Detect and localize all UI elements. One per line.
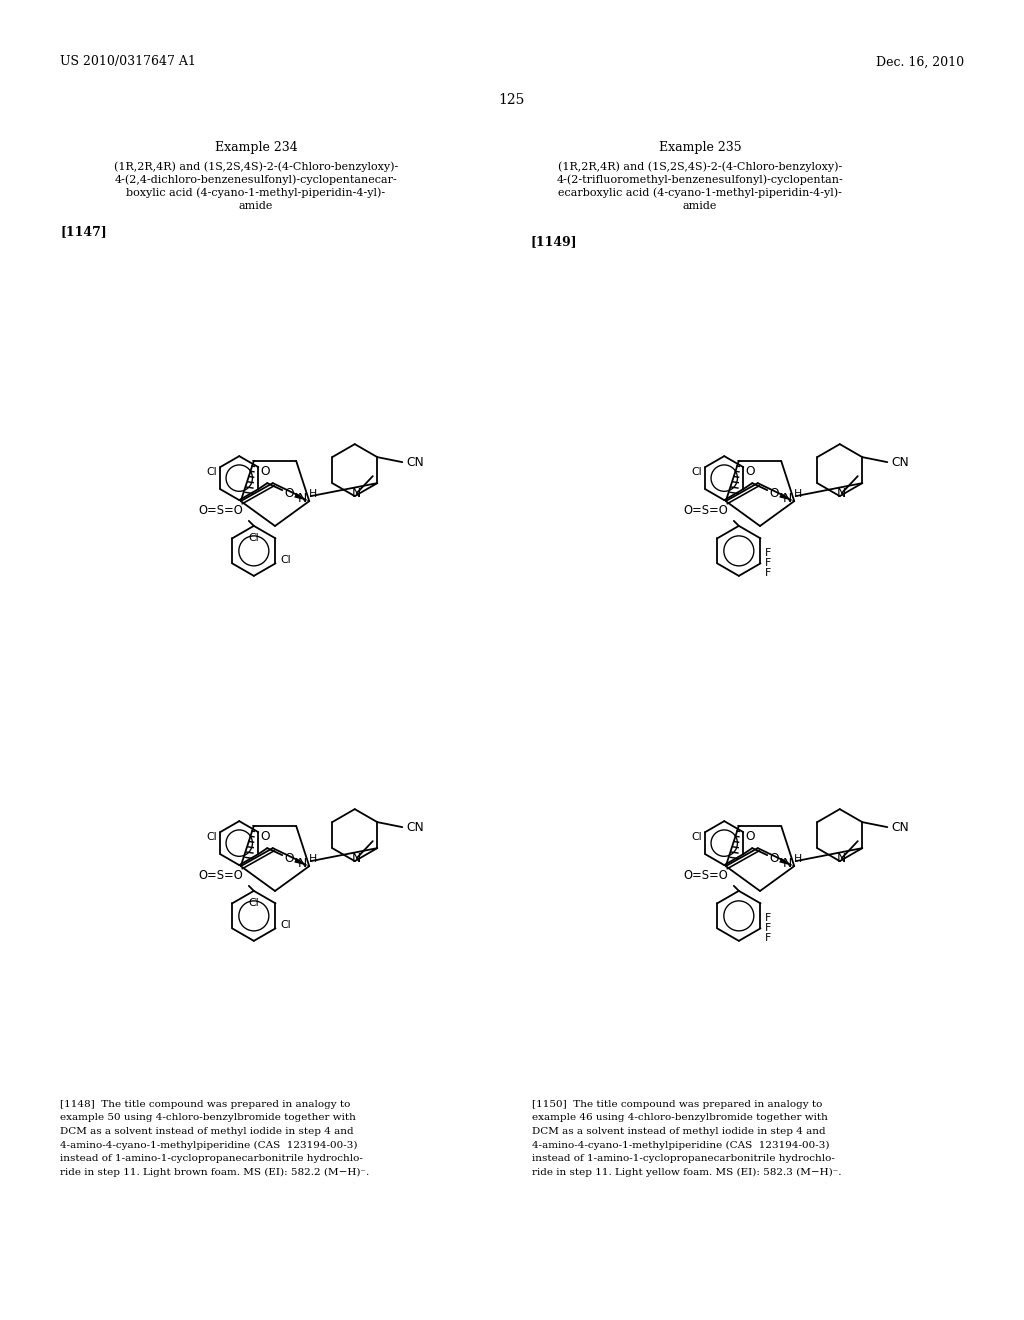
Text: 4-(2,4-dichloro-benzenesulfonyl)-cyclopentanecar-: 4-(2,4-dichloro-benzenesulfonyl)-cyclope… — [115, 174, 397, 185]
Text: N: N — [352, 851, 361, 865]
Text: N: N — [783, 857, 793, 870]
Text: F: F — [765, 933, 772, 944]
Text: Dec. 16, 2010: Dec. 16, 2010 — [876, 55, 964, 69]
Text: O=S=O: O=S=O — [683, 870, 728, 882]
Text: [1149]: [1149] — [530, 235, 577, 248]
Text: Cl: Cl — [281, 920, 291, 931]
Text: N: N — [783, 491, 793, 504]
Text: example 46 using 4-chloro-benzylbromide together with: example 46 using 4-chloro-benzylbromide … — [532, 1114, 827, 1122]
Text: F: F — [765, 913, 772, 924]
Polygon shape — [779, 492, 795, 502]
Text: Cl: Cl — [692, 467, 702, 477]
Text: [1147]: [1147] — [60, 226, 106, 239]
Text: CN: CN — [407, 455, 424, 469]
Polygon shape — [294, 858, 309, 866]
Text: ecarboxylic acid (4-cyano-1-methyl-piperidin-4-yl)-: ecarboxylic acid (4-cyano-1-methyl-piper… — [558, 187, 842, 198]
Text: CN: CN — [407, 821, 424, 834]
Text: F: F — [765, 548, 772, 558]
Text: Cl: Cl — [249, 533, 259, 543]
Text: O: O — [769, 851, 779, 865]
Text: CN: CN — [892, 455, 909, 469]
Text: instead of 1-amino-1-cyclopropanecarbonitrile hydrochlo-: instead of 1-amino-1-cyclopropanecarboni… — [532, 1154, 835, 1163]
Text: Cl: Cl — [249, 898, 259, 908]
Text: O=S=O: O=S=O — [199, 870, 244, 882]
Text: 4-amino-4-cyano-1-methylpiperidine (CAS  123194-00-3): 4-amino-4-cyano-1-methylpiperidine (CAS … — [60, 1140, 357, 1150]
Text: instead of 1-amino-1-cyclopropanecarbonitrile hydrochlo-: instead of 1-amino-1-cyclopropanecarboni… — [60, 1154, 362, 1163]
Text: (1R,2R,4R) and (1S,2S,4S)-2-(4-Chloro-benzyloxy)-: (1R,2R,4R) and (1S,2S,4S)-2-(4-Chloro-be… — [114, 162, 398, 173]
Text: F: F — [765, 558, 772, 569]
Polygon shape — [779, 858, 795, 866]
Text: Cl: Cl — [281, 556, 291, 565]
Text: H: H — [308, 854, 316, 865]
Polygon shape — [294, 492, 309, 502]
Text: amide: amide — [683, 201, 717, 211]
Text: ride in step 11. Light brown foam. MS (EI): 582.2 (M−H)⁻.: ride in step 11. Light brown foam. MS (E… — [60, 1167, 370, 1176]
Text: boxylic acid (4-cyano-1-methyl-piperidin-4-yl)-: boxylic acid (4-cyano-1-methyl-piperidin… — [126, 187, 386, 198]
Text: amide: amide — [239, 201, 273, 211]
Text: DCM as a solvent instead of methyl iodide in step 4 and: DCM as a solvent instead of methyl iodid… — [532, 1127, 825, 1137]
Text: N: N — [838, 851, 847, 865]
Text: (1R,2R,4R) and (1S,2S,4S)-2-(4-Chloro-benzyloxy)-: (1R,2R,4R) and (1S,2S,4S)-2-(4-Chloro-be… — [558, 162, 842, 173]
Text: ride in step 11. Light yellow foam. MS (EI): 582.3 (M−H)⁻.: ride in step 11. Light yellow foam. MS (… — [532, 1167, 842, 1176]
Text: Example 235: Example 235 — [658, 141, 741, 154]
Text: example 50 using 4-chloro-benzylbromide together with: example 50 using 4-chloro-benzylbromide … — [60, 1114, 356, 1122]
Text: O=S=O: O=S=O — [199, 504, 244, 517]
Text: N: N — [838, 487, 847, 500]
Text: H: H — [308, 490, 316, 499]
Text: 4-(2-trifluoromethyl-benzenesulfonyl)-cyclopentan-: 4-(2-trifluoromethyl-benzenesulfonyl)-cy… — [557, 174, 844, 185]
Text: Cl: Cl — [692, 832, 702, 842]
Text: O: O — [769, 487, 779, 500]
Text: 125: 125 — [499, 92, 525, 107]
Text: [1148]  The title compound was prepared in analogy to: [1148] The title compound was prepared i… — [60, 1100, 350, 1109]
Text: [1150]  The title compound was prepared in analogy to: [1150] The title compound was prepared i… — [532, 1100, 822, 1109]
Text: O: O — [744, 830, 755, 842]
Text: O: O — [744, 465, 755, 478]
Text: O: O — [285, 487, 294, 500]
Text: F: F — [765, 569, 772, 578]
Text: Example 234: Example 234 — [215, 141, 297, 154]
Text: O: O — [260, 830, 269, 842]
Text: 4-amino-4-cyano-1-methylpiperidine (CAS  123194-00-3): 4-amino-4-cyano-1-methylpiperidine (CAS … — [532, 1140, 829, 1150]
Text: US 2010/0317647 A1: US 2010/0317647 A1 — [60, 55, 196, 69]
Text: N: N — [352, 487, 361, 500]
Text: H: H — [794, 490, 802, 499]
Text: O=S=O: O=S=O — [683, 504, 728, 517]
Text: N: N — [298, 491, 307, 504]
Text: N: N — [298, 857, 307, 870]
Text: F: F — [765, 924, 772, 933]
Text: O: O — [285, 851, 294, 865]
Text: CN: CN — [892, 821, 909, 834]
Text: DCM as a solvent instead of methyl iodide in step 4 and: DCM as a solvent instead of methyl iodid… — [60, 1127, 353, 1137]
Text: O: O — [260, 465, 269, 478]
Text: H: H — [794, 854, 802, 865]
Text: Cl: Cl — [207, 832, 217, 842]
Text: Cl: Cl — [207, 467, 217, 477]
